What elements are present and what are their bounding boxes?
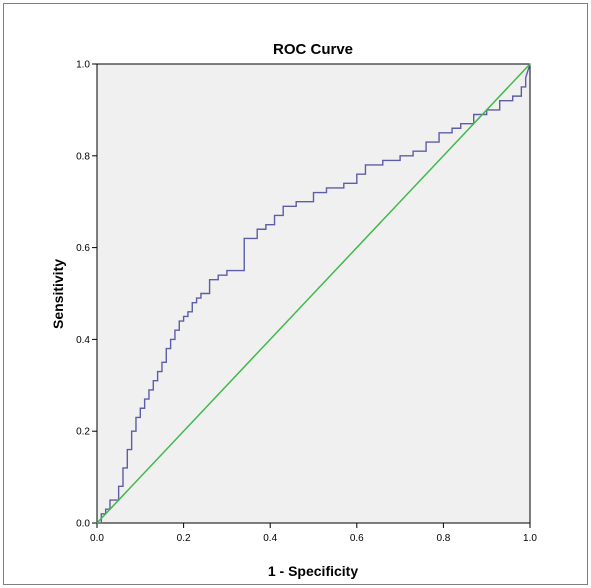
- y-axis-label: Sensitivity: [50, 259, 66, 329]
- x-tick-label: 0.6: [350, 533, 364, 544]
- x-tick-label: 0.2: [177, 533, 191, 544]
- y-tick-label: 0.6: [76, 243, 90, 254]
- series-layer: [96, 63, 531, 524]
- x-tick-label: 1.0: [523, 533, 537, 544]
- roc-curve-line: [97, 63, 531, 524]
- chart-title: ROC Curve: [273, 41, 353, 58]
- y-tick-label: 0.4: [76, 335, 90, 346]
- reference-line: [96, 63, 531, 524]
- y-tick-label: 1.0: [76, 60, 90, 71]
- y-tick-label: 0.0: [76, 519, 90, 530]
- x-tick-label: 0.4: [263, 533, 277, 544]
- x-tick-label: 0.8: [436, 533, 450, 544]
- x-axis-label: 1 - Specificity: [268, 563, 358, 579]
- x-axis: 0.0 0.2 0.4 0.6 0.8 1.0: [90, 523, 537, 544]
- y-axis: 0.0 0.2 0.4 0.6 0.8 1.0: [76, 60, 97, 530]
- y-tick-label: 0.2: [76, 427, 90, 438]
- y-tick-label: 0.8: [76, 151, 90, 162]
- x-tick-label: 0.0: [90, 533, 104, 544]
